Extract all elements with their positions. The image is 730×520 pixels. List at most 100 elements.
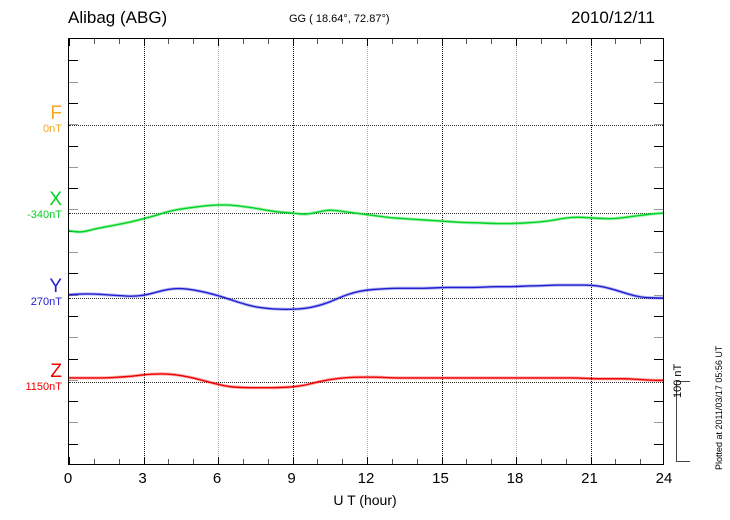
x-tick-hour-21 (590, 39, 592, 46)
gridline-hour-12 (367, 39, 368, 464)
x-tick-label-15: 15 (432, 470, 449, 487)
x-tick-hour-21 (590, 457, 592, 464)
x-tick-label-9: 9 (287, 470, 296, 487)
x-tick-hour-15 (441, 39, 443, 46)
x-tick-hour-0 (69, 39, 70, 46)
y-tick (654, 60, 663, 62)
x-tick-hour-2 (118, 39, 120, 44)
x-tick-label-12: 12 (357, 470, 375, 487)
x-tick-hour-23 (640, 39, 642, 44)
y-tick (654, 230, 663, 232)
x-tick-label-18: 18 (506, 470, 524, 487)
x-tick-hour-22 (615, 459, 617, 464)
component-letter-F: F (50, 103, 62, 124)
y-tick (69, 60, 78, 62)
y-tick (654, 422, 663, 424)
component-baseline-F: 0nT (43, 123, 62, 135)
component-letter-Z: Z (50, 361, 62, 382)
x-tick-label-24: 24 (655, 470, 673, 487)
y-tick (654, 209, 663, 211)
y-tick (654, 337, 663, 339)
x-tick-hour-2 (118, 459, 120, 464)
gridline-hour-3 (143, 39, 145, 464)
y-tick (69, 145, 78, 147)
y-tick (654, 358, 663, 360)
component-baseline-Y: 270nT (30, 296, 62, 308)
observation-date: 2010/12/11 (571, 8, 655, 27)
y-tick (69, 188, 78, 190)
x-tick-hour-17 (491, 39, 493, 44)
y-tick (654, 81, 663, 83)
x-tick-hour-6 (218, 457, 219, 464)
x-tick-label-21: 21 (581, 470, 598, 487)
y-tick (69, 443, 78, 445)
component-label-X: X -340nT (8, 190, 62, 222)
y-tick (654, 102, 663, 104)
y-tick (69, 81, 78, 83)
y-tick (69, 401, 78, 403)
x-tick-hour-13 (391, 459, 393, 464)
scale-bar-label: 100 nT (672, 363, 684, 398)
x-tick-hour-5 (193, 39, 195, 44)
trace-halo-X (69, 203, 663, 234)
trace-halo-Y (69, 283, 663, 311)
x-tick-hour-7 (242, 459, 244, 464)
x-tick-hour-11 (342, 459, 344, 464)
x-tick-hour-18 (516, 39, 517, 46)
component-label-Z: Z 1150nT (8, 361, 63, 394)
y-tick (654, 188, 663, 190)
y-tick (69, 124, 78, 126)
x-tick-hour-19 (540, 459, 542, 464)
y-tick (69, 358, 78, 360)
gridline-hour-18 (516, 39, 517, 464)
component-label-F: F 0nT (8, 104, 62, 136)
y-tick (69, 252, 78, 253)
component-letter-X: X (49, 189, 62, 210)
x-tick-hour-3 (143, 457, 145, 464)
baseline-F (69, 125, 663, 126)
x-tick-hour-8 (267, 39, 269, 44)
x-tick-hour-17 (491, 459, 493, 464)
x-tick-hour-12 (367, 457, 368, 464)
x-tick-hour-15 (441, 457, 443, 464)
baseline-Y (69, 298, 663, 299)
x-axis-title: U T (hour) (333, 492, 397, 508)
x-tick-hour-11 (342, 39, 344, 44)
y-tick (654, 294, 663, 296)
x-tick-hour-7 (242, 39, 244, 44)
y-tick (654, 273, 663, 275)
y-tick (69, 379, 78, 381)
x-tick-hour-14 (416, 459, 418, 464)
y-tick (69, 166, 78, 168)
y-tick (654, 315, 663, 317)
component-label-Y: Y 270nT (8, 277, 62, 309)
scale-bar (676, 381, 690, 462)
x-tick-hour-0 (69, 457, 70, 464)
x-tick-hour-23 (640, 459, 642, 464)
y-tick (654, 443, 663, 445)
component-baseline-Z: 1150nT (25, 381, 63, 393)
x-tick-hour-20 (565, 39, 567, 44)
gridline-hour-21 (590, 39, 592, 464)
x-tick-hour-18 (516, 457, 517, 464)
plot-area[interactable] (68, 38, 664, 465)
component-baseline-X: -340nT (27, 209, 62, 221)
y-tick (69, 315, 78, 317)
x-tick-hour-6 (218, 39, 219, 46)
y-tick (69, 422, 78, 424)
gridline-hour-9 (292, 39, 294, 464)
x-tick-hour-19 (540, 39, 542, 44)
trace-Y (69, 284, 663, 311)
x-tick-hour-4 (168, 459, 170, 464)
y-tick (654, 401, 663, 403)
x-tick-label-6: 6 (212, 470, 222, 487)
gridline-hour-6 (218, 39, 219, 464)
x-tick-hour-22 (615, 39, 617, 44)
x-tick-hour-12 (367, 39, 368, 46)
x-tick-hour-4 (168, 39, 170, 44)
x-tick-hour-9 (292, 39, 294, 46)
plot-timestamp: Plotted at 2011/03/17 05:56 UT (714, 345, 724, 470)
x-tick-hour-20 (565, 459, 567, 464)
trace-lines (69, 203, 663, 390)
